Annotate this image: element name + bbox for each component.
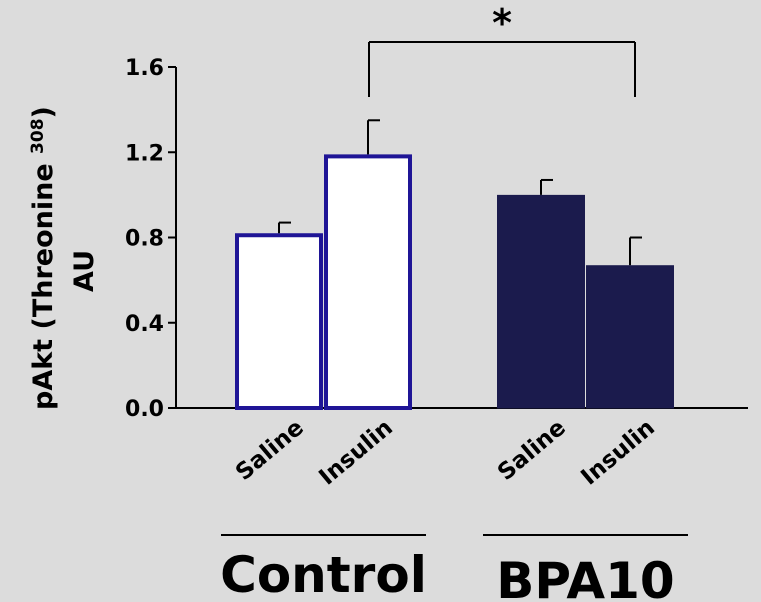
y-axis-title-line2: AU <box>69 250 100 292</box>
y-tick-label: 0.0 <box>125 397 164 422</box>
y-tick-label: 1.2 <box>125 141 164 166</box>
y-tick-label: 0.4 <box>125 312 164 337</box>
y-axis-title: pAkt (Threonine 308) AU <box>28 106 100 410</box>
bars <box>235 154 674 410</box>
category-label: Saline <box>493 415 571 486</box>
significance-bracket: * <box>368 1 636 97</box>
y-tick-label: 1.6 <box>125 56 164 81</box>
bar <box>497 194 585 409</box>
group-label: Control <box>220 546 427 602</box>
y-axis-title-line1: pAkt (Threonine 308) <box>28 106 59 410</box>
bar <box>324 154 412 410</box>
bar <box>586 265 674 409</box>
category-label: Insulin <box>576 415 659 491</box>
category-label: Insulin <box>314 415 397 491</box>
significance-marker: * <box>492 1 512 45</box>
y-tick-label: 0.8 <box>125 227 164 252</box>
group-labels: Control BPA10 <box>220 534 688 602</box>
category-labels: Saline Insulin Saline Insulin <box>231 415 660 491</box>
bar <box>235 233 323 410</box>
error-bars <box>278 119 642 266</box>
group-label: BPA10 <box>496 552 674 602</box>
category-label: Saline <box>231 415 309 486</box>
